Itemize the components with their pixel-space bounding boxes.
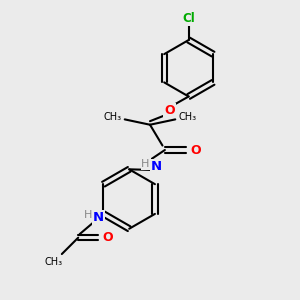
- Text: O: O: [191, 143, 201, 157]
- Text: CH₃: CH₃: [178, 112, 196, 122]
- Text: CH₃: CH₃: [104, 112, 122, 122]
- Text: O: O: [103, 231, 113, 244]
- Text: CH₃: CH₃: [45, 257, 63, 267]
- Text: H: H: [141, 159, 150, 169]
- Text: N: N: [93, 211, 104, 224]
- Text: Cl: Cl: [182, 12, 195, 25]
- Text: O: O: [164, 104, 175, 117]
- Text: H: H: [83, 210, 92, 220]
- Text: N: N: [151, 160, 162, 173]
